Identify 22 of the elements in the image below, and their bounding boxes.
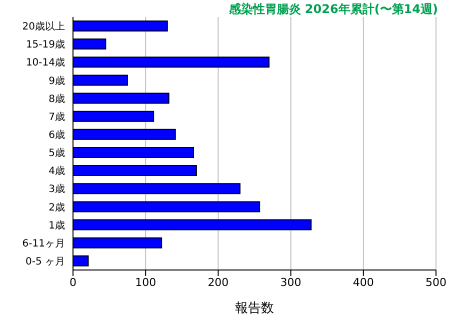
x-tick-label: 0 <box>70 276 76 289</box>
x-axis-title: 報告数 <box>235 301 274 316</box>
x-tick-label: 400 <box>352 276 374 289</box>
chart-title: 感染性胃腸炎 2026年累計(〜第14週) <box>228 1 438 18</box>
y-tick-label: 5歳 <box>48 147 65 160</box>
y-tick-label: 3歳 <box>48 183 65 196</box>
y-tick-label: 10-14歳 <box>26 56 65 69</box>
y-tick-label: 4歳 <box>48 165 65 178</box>
y-tick-label: 20歳以上 <box>22 20 65 33</box>
y-tick-label: 15-19歳 <box>26 38 65 51</box>
y-tick-label: 2歳 <box>48 201 65 214</box>
y-tick-label: 8歳 <box>48 92 65 105</box>
x-tick-label: 500 <box>426 276 446 289</box>
y-tick-label: 7歳 <box>48 110 65 123</box>
y-tick-label: 9歳 <box>48 74 65 87</box>
x-tick-label: 300 <box>280 276 302 289</box>
y-tick-label: 6歳 <box>48 129 65 142</box>
x-tick-label: 200 <box>208 276 229 289</box>
y-tick-label: 6-11ヶ月 <box>22 238 65 250</box>
y-tick-label: 1歳 <box>48 219 65 232</box>
x-tick-label: 100 <box>135 276 156 289</box>
y-tick-label: 0-5 ヶ月 <box>25 256 65 268</box>
